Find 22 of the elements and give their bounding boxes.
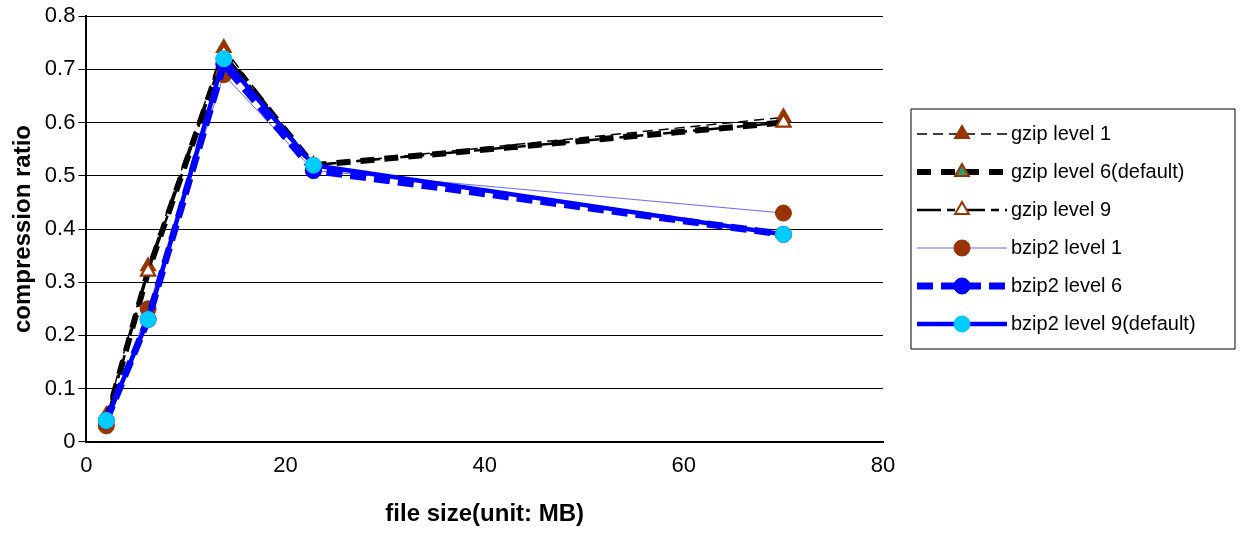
y-tick-label: 0 <box>63 427 76 453</box>
x-tick-label: 40 <box>472 452 497 478</box>
y-tick-label: 0.6 <box>44 108 76 134</box>
x-tick-label: 0 <box>80 452 93 478</box>
y-axis-title: compression ratio <box>8 124 36 334</box>
y-tick-label: 0.5 <box>44 161 76 187</box>
legend-label: gzip level 1 <box>1011 121 1112 144</box>
x-axis-title: file size(unit: MB) <box>385 499 585 527</box>
y-tick-label: 0.7 <box>44 55 76 81</box>
x-tick-label: 20 <box>273 452 298 478</box>
legend-label: bzip2 level 6 <box>1011 273 1123 296</box>
legend-label: gzip level 9 <box>1011 197 1112 220</box>
legend-label: gzip level 6(default) <box>1011 159 1185 182</box>
x-tick-label: 60 <box>671 452 697 478</box>
legend-label: bzip2 level 1 <box>1011 235 1123 258</box>
y-tick-label: 0.4 <box>44 215 76 241</box>
y-tick-label: 0.1 <box>44 374 76 400</box>
y-tick-label: 0.8 <box>44 2 76 28</box>
y-tick-label: 0.3 <box>44 268 76 294</box>
legend-label: bzip2 level 9(default) <box>1011 311 1196 334</box>
y-tick-label: 0.2 <box>44 321 76 347</box>
x-tick-label: 80 <box>870 452 896 478</box>
